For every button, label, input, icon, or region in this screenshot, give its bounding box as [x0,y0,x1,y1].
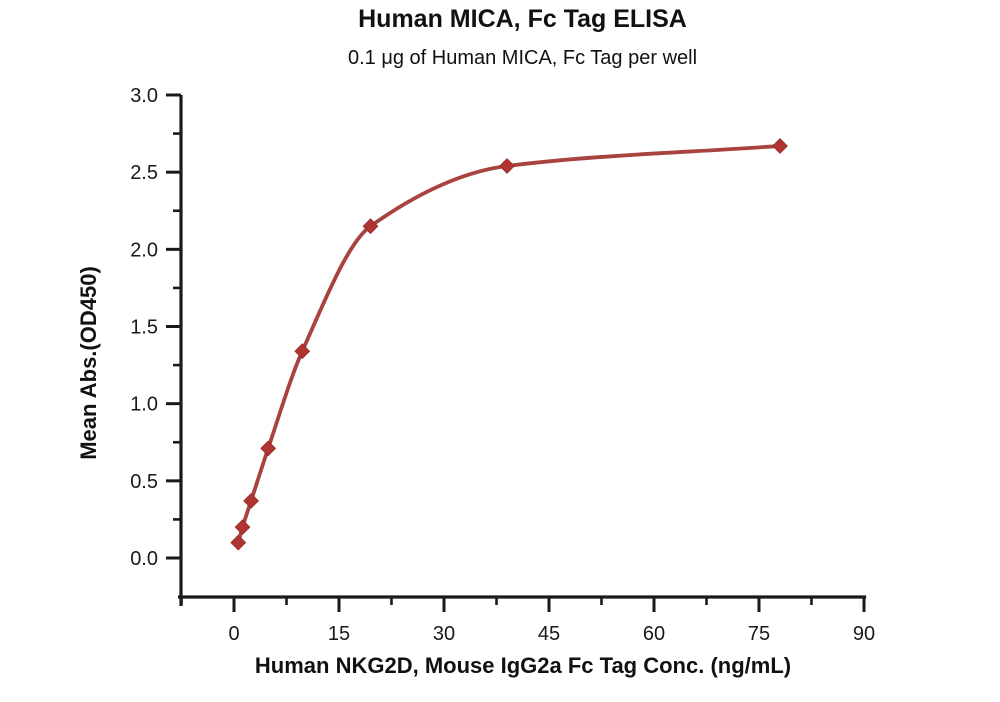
x-tick-label: 75 [748,623,770,645]
data-point-marker [772,138,788,154]
y-tick-label: 0.5 [130,471,158,493]
y-tick-label: 2.0 [130,239,158,261]
y-tick-label: 1.5 [130,317,158,339]
y-tick-label: 1.0 [130,394,158,416]
x-tick-label: 15 [328,623,350,645]
chart-title: Human MICA, Fc Tag ELISA [358,5,687,33]
data-point-marker [294,343,311,360]
data-point-marker [243,492,259,509]
y-tick-label: 0.0 [130,548,158,570]
x-axis-label: Human NKG2D, Mouse IgG2a Fc Tag Conc. (n… [254,653,792,678]
data-point-marker [260,440,277,457]
y-tick-label: 2.5 [130,162,158,184]
data-point-marker [230,534,247,551]
x-tick-label: 30 [433,623,455,645]
chart-subtitle: 0.1 μg of Human MICA, Fc Tag per well [347,47,698,69]
x-tick-label: 45 [538,623,560,645]
y-tick-label: 3.0 [130,85,158,107]
fit-curve [236,144,782,545]
data-point-marker [234,519,251,536]
x-tick-label: 90 [853,623,875,645]
data-point-marker [362,218,379,235]
x-tick-label: 60 [643,623,665,645]
x-tick-label: 0 [228,623,239,645]
data-point-marker [499,158,515,174]
